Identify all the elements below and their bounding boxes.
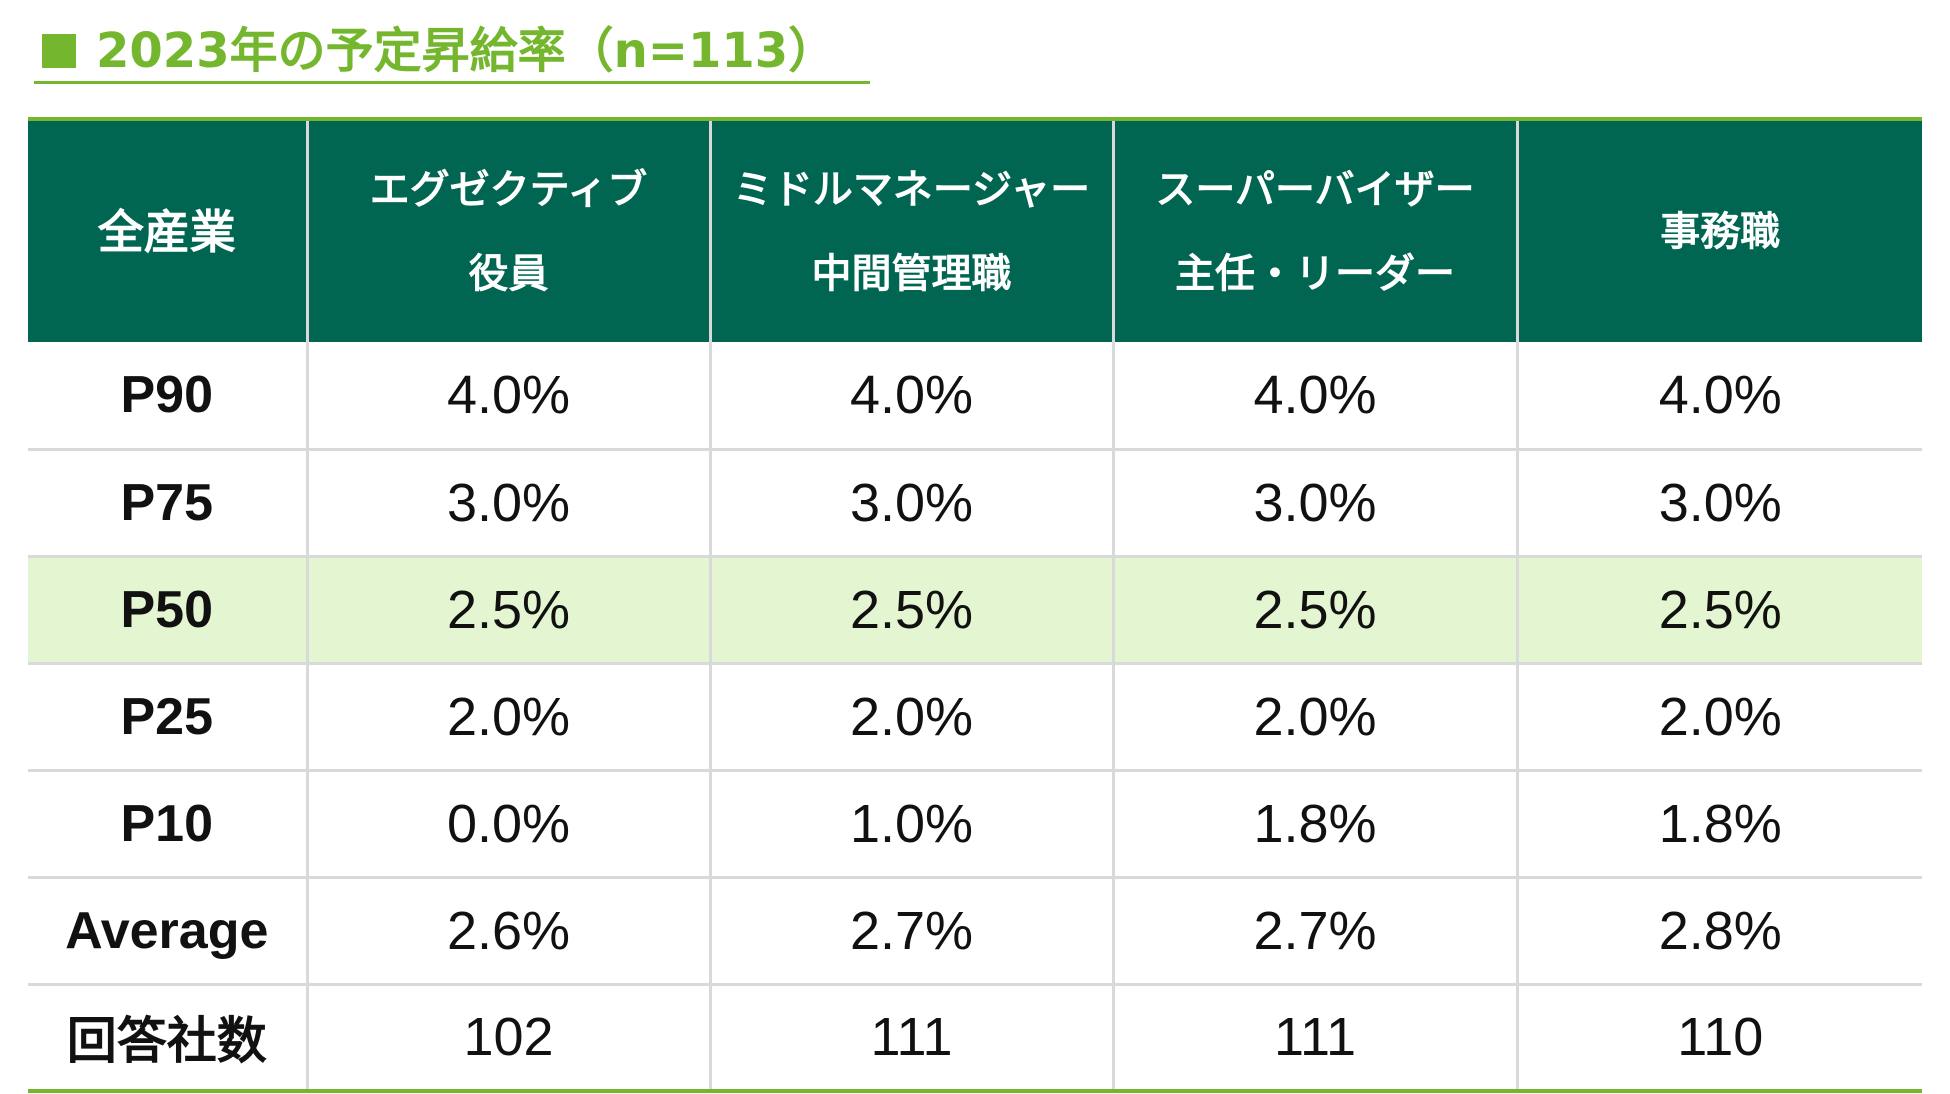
table-cell: 2.0% xyxy=(1111,663,1517,772)
table-cell: 2.6% xyxy=(305,877,710,986)
table-cell: 2.0% xyxy=(708,663,1113,772)
header-corner-cell: 全産業 xyxy=(28,117,307,342)
table-cell: 4.0% xyxy=(1111,342,1517,451)
row-label: P25 xyxy=(28,663,307,772)
row-label: 回答社数 xyxy=(28,984,307,1093)
row-label: P50 xyxy=(28,556,307,665)
chart-title: 2023年の予定昇給率（n=113） xyxy=(34,20,870,84)
table-cell: 1.0% xyxy=(708,770,1113,879)
table-row: P90 4.0% 4.0% 4.0% 4.0% xyxy=(28,342,1922,451)
table-cell: 102 xyxy=(305,984,710,1093)
table-cell: 2.5% xyxy=(1111,556,1517,665)
table-cell: 111 xyxy=(708,984,1113,1093)
row-label: P10 xyxy=(28,770,307,879)
header-cell-line1: スーパーバイザー xyxy=(1155,166,1475,213)
table-body: P90 4.0% 4.0% 4.0% 4.0% P75 3.0% 3.0% 3.0% 3.0% P5… xyxy=(28,342,1922,1093)
row-label: P90 xyxy=(28,342,307,451)
table-cell: 3.0% xyxy=(1111,449,1517,558)
table-cell: 2.7% xyxy=(708,877,1113,986)
table-cell: 3.0% xyxy=(1515,449,1922,558)
table-row: Average 2.6% 2.7% 2.7% 2.8% xyxy=(28,877,1922,986)
header-cell-clerical: 事務職 xyxy=(1515,117,1922,342)
table-cell: 2.0% xyxy=(1515,663,1922,772)
salary-increase-table: 全産業 エグゼクティブ 役員 ミドルマネージャー 中間管理職 スーパーバイザー … xyxy=(28,117,1922,1093)
header-cell-supervisor: スーパーバイザー 主任・リーダー xyxy=(1111,117,1517,342)
table-cell: 2.5% xyxy=(305,556,710,665)
table-cell: 2.5% xyxy=(1515,556,1922,665)
header-row: 全産業 エグゼクティブ 役員 ミドルマネージャー 中間管理職 スーパーバイザー … xyxy=(28,117,1922,342)
row-label: Average xyxy=(28,877,307,986)
table-cell: 0.0% xyxy=(305,770,710,879)
table-cell: 3.0% xyxy=(708,449,1113,558)
header-cell-line1: ミドルマネージャー xyxy=(732,166,1091,213)
table-header: 全産業 エグゼクティブ 役員 ミドルマネージャー 中間管理職 スーパーバイザー … xyxy=(28,117,1922,342)
table-cell: 110 xyxy=(1515,984,1922,1093)
table-row: P50 2.5% 2.5% 2.5% 2.5% xyxy=(28,556,1922,665)
header-cell-executive: エグゼクティブ 役員 xyxy=(305,117,710,342)
table-row: P75 3.0% 3.0% 3.0% 3.0% xyxy=(28,449,1922,558)
table-row: 回答社数 102 111 111 110 xyxy=(28,984,1922,1093)
table-cell: 4.0% xyxy=(305,342,710,451)
table-cell: 2.8% xyxy=(1515,877,1922,986)
table-cell: 2.7% xyxy=(1111,877,1517,986)
title-square-icon xyxy=(42,33,76,68)
table-cell: 4.0% xyxy=(708,342,1113,451)
header-cell-line2: 中間管理職 xyxy=(811,250,1012,297)
table-cell: 111 xyxy=(1111,984,1517,1093)
header-cell-line2: 役員 xyxy=(468,250,549,297)
header-cell-line2: 主任・リーダー xyxy=(1175,250,1455,297)
table-row: P10 0.0% 1.0% 1.8% 1.8% xyxy=(28,770,1922,879)
table-cell: 1.8% xyxy=(1111,770,1517,879)
header-cell-line1: エグゼクティブ xyxy=(369,166,648,213)
table-cell: 2.5% xyxy=(708,556,1113,665)
table-cell: 3.0% xyxy=(305,449,710,558)
header-cell-line1: 事務職 xyxy=(1660,208,1781,255)
table-row: P25 2.0% 2.0% 2.0% 2.0% xyxy=(28,663,1922,772)
table-cell: 1.8% xyxy=(1515,770,1922,879)
title-text: 2023年の予定昇給率（n=113） xyxy=(96,22,837,79)
table-cell: 2.0% xyxy=(305,663,710,772)
header-cell-middle-manager: ミドルマネージャー 中間管理職 xyxy=(708,117,1113,342)
row-label: P75 xyxy=(28,449,307,558)
table-cell: 4.0% xyxy=(1515,342,1922,451)
